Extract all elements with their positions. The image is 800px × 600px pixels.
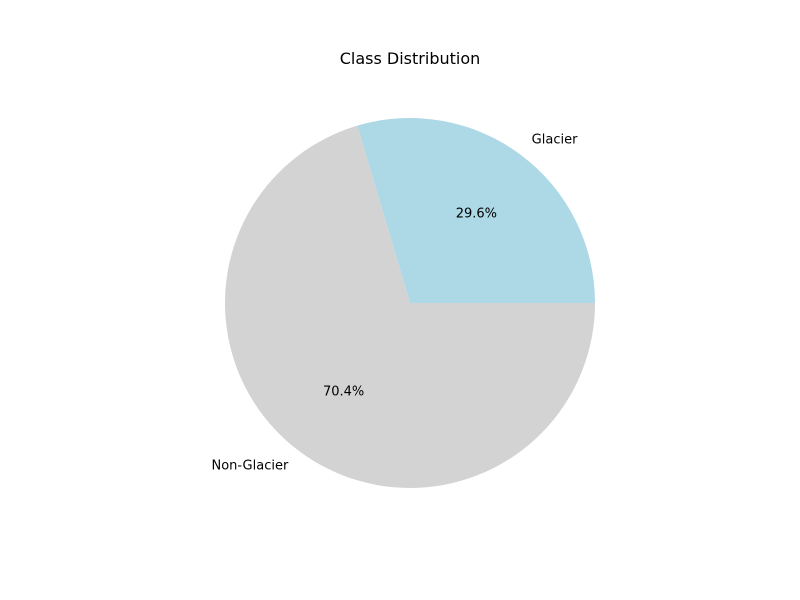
chart-title: Class Distribution: [340, 49, 481, 68]
pie-slice-non-glacier: [225, 125, 595, 489]
slice-percent-label: 70.4%: [323, 384, 364, 399]
slice-percent-label: 29.6%: [456, 207, 497, 222]
pie-slice-glacier: [357, 117, 595, 303]
pie-slices: [225, 117, 595, 489]
pie-labels: Glacier 29.6% Non-Glacier 70.4%: [211, 132, 578, 473]
slice-label: Glacier: [532, 132, 578, 147]
slice-label: Non-Glacier: [211, 459, 288, 474]
